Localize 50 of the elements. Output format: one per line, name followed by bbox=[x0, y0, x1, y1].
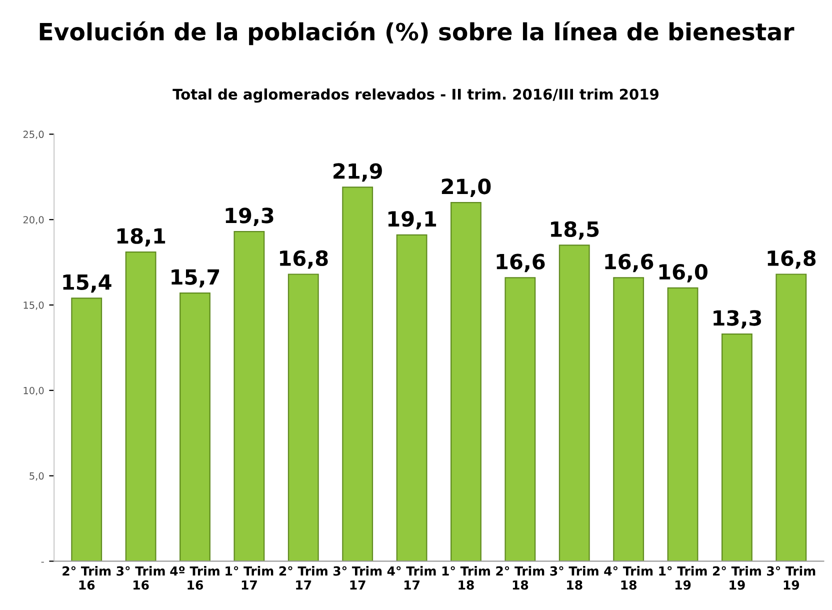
data-label: 21,0 bbox=[442, 178, 491, 197]
data-label: 21,9 bbox=[334, 163, 382, 182]
bar bbox=[613, 277, 644, 562]
data-label: 16,8 bbox=[280, 250, 328, 269]
x-tick-label: 3° Trim 19 bbox=[767, 566, 816, 590]
data-label: 13,3 bbox=[714, 310, 762, 328]
bar bbox=[71, 298, 102, 562]
bar bbox=[667, 287, 698, 562]
data-label: 18,5 bbox=[551, 221, 599, 240]
bar bbox=[125, 251, 156, 562]
x-tick-label: 4º Trim 16 bbox=[170, 566, 220, 590]
x-tick-label: 3° Trim 18 bbox=[550, 566, 598, 590]
y-tick-label: 5,0 bbox=[30, 472, 44, 481]
y-tick-label: 10,0 bbox=[24, 386, 44, 396]
data-label: 16,0 bbox=[659, 264, 708, 282]
data-label: 19,3 bbox=[226, 208, 274, 226]
x-tick-label: 1° Trim 18 bbox=[442, 566, 490, 590]
x-tick-label: 4° Trim 18 bbox=[604, 566, 653, 590]
x-tick-label: 2° Trim 16 bbox=[62, 566, 111, 590]
bar bbox=[288, 274, 319, 562]
x-tick-label: 2° Trim 19 bbox=[712, 566, 761, 590]
x-tick-label: 3° Trim 17 bbox=[333, 566, 382, 590]
bar bbox=[180, 292, 210, 562]
data-label: 16,8 bbox=[768, 250, 816, 269]
bar bbox=[342, 186, 374, 562]
y-tick-label: 20,0 bbox=[23, 216, 44, 224]
bar bbox=[504, 277, 536, 562]
x-tick-label: 2° Trim 17 bbox=[279, 566, 328, 590]
data-label: 18,1 bbox=[117, 228, 166, 247]
x-tick-label: 2° Trim 18 bbox=[496, 566, 544, 590]
data-label: 16,6 bbox=[496, 254, 545, 272]
x-tick-label: 1° Trim 19 bbox=[659, 566, 707, 590]
y-tick-label: 15,0 bbox=[24, 301, 44, 310]
data-label: 15,4 bbox=[63, 274, 112, 293]
bar bbox=[396, 234, 428, 562]
chart-title: Evolución de la población (%) sobre la línea de bienestar bbox=[40, 21, 794, 46]
bar bbox=[558, 244, 590, 562]
bar bbox=[776, 274, 807, 562]
data-label: 15,7 bbox=[172, 269, 220, 288]
y-tick-label: 25,0 bbox=[23, 130, 44, 140]
bar bbox=[234, 231, 265, 562]
data-label: 19,1 bbox=[388, 211, 436, 230]
y-tick-label: - bbox=[41, 562, 44, 563]
bar bbox=[450, 202, 482, 562]
chart-subtitle: Total de aglomerados relevados - II trim. 2016/III trim 2019 bbox=[172, 88, 658, 103]
data-label: 16,6 bbox=[605, 254, 654, 272]
x-tick-label: 4° Trim 17 bbox=[387, 566, 436, 590]
x-tick-label: 3° Trim 16 bbox=[116, 566, 165, 590]
x-tick-label: 1° Trim 17 bbox=[226, 566, 274, 590]
bar bbox=[722, 333, 752, 562]
